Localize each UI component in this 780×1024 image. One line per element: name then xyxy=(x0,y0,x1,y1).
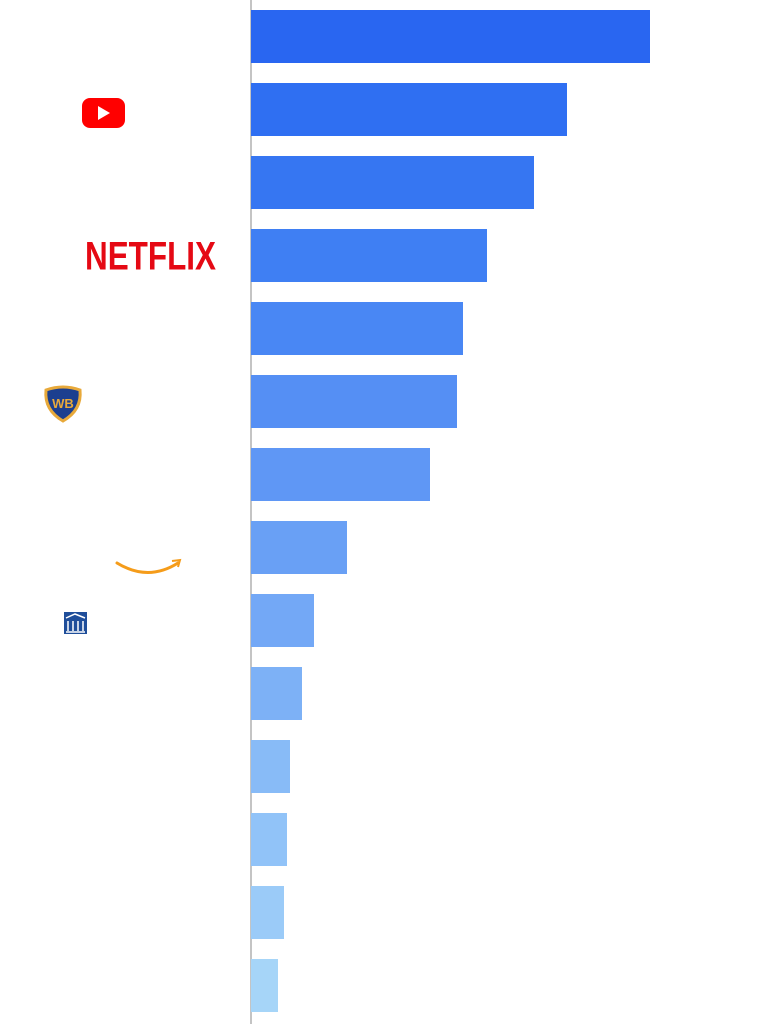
youtube-logo xyxy=(82,98,125,128)
bar xyxy=(251,83,567,136)
category-label: NETFLIX xyxy=(85,235,216,279)
bar xyxy=(251,448,430,501)
svg-text:WB: WB xyxy=(52,396,74,411)
bar xyxy=(251,302,463,355)
bar xyxy=(251,594,314,647)
wb-logo: WB xyxy=(44,385,82,423)
bar xyxy=(251,667,302,720)
bar xyxy=(251,156,534,209)
amazon-logo xyxy=(115,561,180,574)
bar xyxy=(251,229,487,282)
bar xyxy=(251,886,284,939)
bar xyxy=(251,375,457,428)
bar xyxy=(251,813,287,866)
bar xyxy=(251,959,278,1012)
bar xyxy=(251,521,347,574)
institution-logo xyxy=(64,612,87,634)
amazon-arrow xyxy=(171,558,182,568)
bar xyxy=(251,740,290,793)
bar xyxy=(251,10,650,63)
